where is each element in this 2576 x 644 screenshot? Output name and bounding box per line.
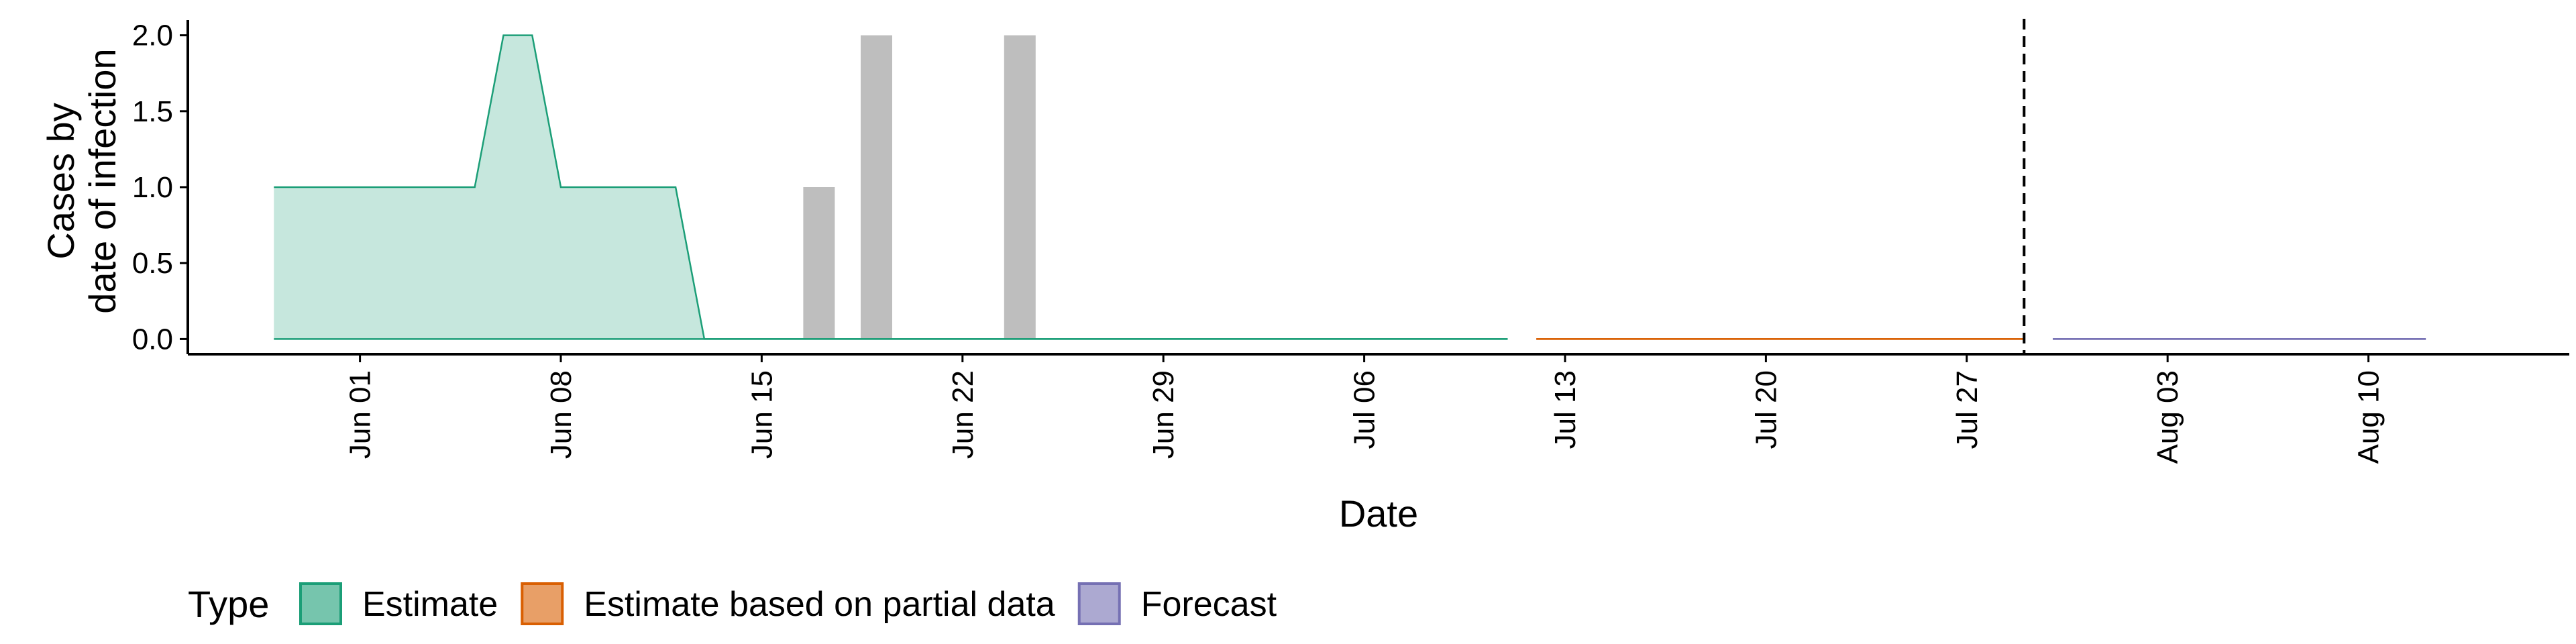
x-tick-label: Jul 13 — [1549, 370, 1582, 449]
y-axis-title-line-1: Cases by — [40, 103, 82, 259]
x-tick-label: Jul 20 — [1750, 370, 1782, 449]
x-tick-label: Jun 29 — [1147, 370, 1180, 459]
x-tick-label: Jul 06 — [1348, 370, 1381, 449]
x-tick-label: Jun 22 — [947, 370, 979, 459]
plot-area — [274, 19, 2426, 354]
legend-item: Forecast — [1077, 582, 1277, 625]
legend-key — [521, 582, 564, 625]
legend-label: Forecast — [1141, 585, 1277, 624]
x-tick-label: Jun 15 — [745, 370, 778, 459]
y-ticks: 0.0 0.5 1.0 1.5 2.0 — [132, 19, 188, 356]
x-tick-label: Aug 10 — [2353, 370, 2385, 464]
y-tick-label: 1.0 — [132, 171, 173, 204]
y-axis-title-line-2: date of infection — [81, 48, 123, 313]
legend: Type Estimate Estimate based on partial d… — [188, 582, 1277, 625]
x-tick-label: Jun 08 — [545, 370, 578, 459]
y-tick-label: 1.5 — [132, 95, 173, 128]
series-ribbon — [274, 35, 1508, 339]
series-upper-line — [274, 34, 1508, 340]
y-axis-title: Cases by date of infection — [40, 48, 123, 313]
x-tick-label: Jul 27 — [1951, 370, 1984, 449]
legend-label: Estimate — [362, 585, 498, 624]
legend-title: Type — [188, 583, 269, 625]
x-axis-title: Date — [1339, 492, 1418, 535]
x-ticks: Jun 01 Jun 08 Jun 15 Jun 22 Jun 29 Jul 06 Jul … — [344, 354, 2385, 464]
legend-label: Estimate based on partial data — [584, 585, 1055, 624]
x-tick-label: Jun 01 — [344, 370, 377, 459]
legend-key — [299, 582, 342, 625]
y-tick-label: 2.0 — [132, 19, 173, 52]
y-tick-label: 0.5 — [132, 247, 173, 280]
series-1 — [274, 34, 1508, 340]
y-tick-label: 0.0 — [132, 323, 173, 356]
legend-item: Estimate — [299, 582, 498, 625]
legend-item: Estimate based on partial data — [521, 582, 1055, 625]
x-tick-label: Aug 03 — [2151, 370, 2184, 464]
reported-cases-bar — [1004, 35, 1036, 339]
reported-cases-bar — [861, 35, 892, 339]
reported-cases-bar — [803, 187, 835, 339]
legend-key — [1077, 582, 1121, 625]
